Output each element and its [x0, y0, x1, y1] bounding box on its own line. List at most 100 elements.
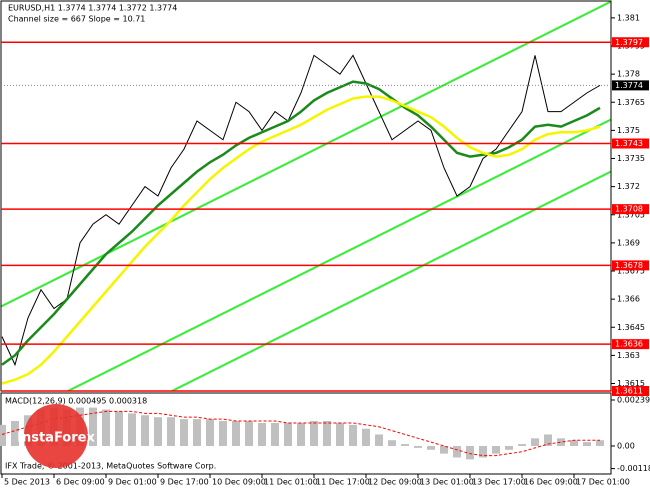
macd-bar — [297, 422, 305, 446]
price-line — [1, 95, 601, 385]
channel-line — [169, 170, 611, 391]
symbol-header: EURUSD,H1 1.3774 1.3774 1.3772 1.3774 — [8, 4, 177, 13]
macd-bar — [427, 445, 435, 450]
current-price-label: 1.3774 — [615, 81, 643, 90]
y-tick-label: 1.369 — [617, 238, 640, 247]
macd-bar — [479, 445, 487, 458]
macd-bar — [544, 434, 552, 446]
y-tick-label: 1.3765 — [617, 98, 645, 107]
macd-bar — [180, 419, 188, 446]
y-tick-label: 1.372 — [617, 182, 640, 191]
level-tag — [612, 386, 649, 396]
y-tick-label: 1.378 — [617, 70, 640, 79]
y-tick-label: 1.375 — [617, 126, 640, 135]
macd-bar — [284, 422, 292, 446]
macd-bar — [440, 445, 448, 454]
macd-bar — [258, 422, 266, 446]
macd-bar — [557, 438, 565, 446]
macd-bar — [570, 440, 578, 446]
x-tick-label: 12 Dec 09:00 — [368, 478, 422, 487]
level-tag — [612, 204, 649, 215]
macd-bar — [531, 438, 539, 446]
level-label: 1.3743 — [615, 139, 643, 148]
macd-bar — [401, 444, 409, 446]
macd-bar — [193, 419, 201, 446]
macd-bar — [596, 440, 604, 446]
x-tick-label: 10 Dec 09:00 — [212, 478, 266, 487]
logo-badge — [24, 404, 88, 468]
macd-bar — [492, 445, 500, 454]
level-tag — [612, 339, 649, 350]
x-tick-label: 17 Dec 01:00 — [576, 478, 630, 487]
level-tag — [612, 37, 649, 48]
level-tag — [612, 260, 649, 271]
x-tick-label: 11 Dec 17:00 — [316, 478, 370, 487]
x-tick-label: 13 Dec 17:00 — [472, 478, 526, 487]
macd-bar — [206, 419, 214, 446]
macd-bar — [518, 444, 526, 446]
channel-line — [65, 118, 611, 391]
macd-bar — [388, 440, 396, 446]
macd-bar — [414, 445, 422, 448]
y-tick-label: 0.00 — [617, 441, 635, 450]
x-tick-label: 6 Dec 09:00 — [56, 478, 105, 487]
macd-bar — [375, 434, 383, 446]
level-label: 1.3678 — [615, 261, 643, 270]
macd-bar — [154, 417, 162, 446]
y-tick-label: 1.3645 — [617, 323, 645, 332]
macd-bar — [271, 422, 279, 446]
current-price-tag — [612, 80, 649, 91]
y-tick-label: -0.00118 — [617, 464, 650, 473]
y-tick-label: 1.3735 — [617, 154, 645, 163]
x-tick-label: 9 Dec 17:00 — [160, 478, 209, 487]
x-tick-label: 11 Dec 01:00 — [264, 478, 318, 487]
macd-bar — [362, 428, 370, 446]
macd-bar — [11, 421, 19, 446]
macd-bar — [141, 415, 149, 446]
macd-bar — [349, 424, 357, 446]
channel-info: Channel size = 667 Slope = 10.71 — [8, 15, 145, 24]
y-tick-label: 1.381 — [617, 13, 640, 22]
signal-line — [1, 410, 600, 457]
logo: InstaForex — [17, 404, 95, 468]
level-label: 1.3797 — [615, 38, 643, 47]
macd-bar — [115, 411, 123, 446]
price-line — [1, 80, 601, 366]
logo-text: InstaForex — [17, 431, 95, 446]
macd-bar — [232, 421, 240, 446]
level-tag — [612, 138, 649, 149]
x-tick-label: 16 Dec 09:00 — [524, 478, 578, 487]
y-tick-label: 0.002396 — [617, 395, 650, 404]
macd-bar — [583, 442, 591, 446]
x-tick-label: 13 Dec 01:00 — [420, 478, 474, 487]
y-tick-label: 1.3675 — [617, 267, 645, 276]
channel — [1, 1, 611, 391]
macd-bar — [453, 445, 461, 458]
macd-label: MACD(12,26,9) 0.000495 0.000318 — [5, 397, 147, 406]
macd-bar — [89, 407, 97, 446]
level-label: 1.3636 — [615, 340, 643, 349]
level-label: 1.3611 — [615, 387, 643, 396]
macd-bar — [505, 445, 513, 450]
footer: IFX Trade, © 2001-2013, MetaQuotes Softw… — [5, 462, 216, 471]
macd-bar — [466, 445, 474, 460]
macd-bar — [310, 421, 318, 446]
y-tick-label: 1.366 — [617, 295, 640, 304]
macd-bar — [245, 421, 253, 446]
x-tick-label: 5 Dec 2013 — [4, 478, 50, 487]
channel-line — [1, 1, 611, 308]
macd-bar — [0, 424, 6, 446]
macd-bar — [128, 413, 136, 446]
macd-bar — [102, 409, 110, 446]
y-tick-label: 1.363 — [617, 351, 640, 360]
macd-bar — [323, 421, 331, 446]
y-tick-label: 1.3615 — [617, 379, 645, 388]
y-tick-label: 1.3705 — [617, 210, 645, 219]
x-tick-label: 9 Dec 01:00 — [108, 478, 157, 487]
macd-bar — [336, 422, 344, 446]
macd-bar — [219, 421, 227, 446]
level-label: 1.3708 — [615, 205, 643, 214]
macd-bar — [167, 417, 175, 446]
